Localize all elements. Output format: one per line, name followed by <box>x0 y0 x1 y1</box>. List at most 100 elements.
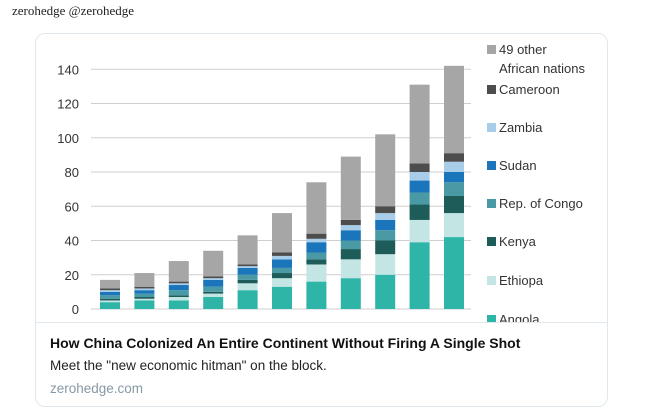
bar-segment-rep-of-congo <box>444 182 464 196</box>
bar-segment-cameroon <box>444 153 464 162</box>
legend-swatch <box>487 85 496 94</box>
bar-segment-rep-of-congo <box>375 230 396 241</box>
bar-segment-rep-of-congo <box>203 286 224 292</box>
bar-segment-angola <box>409 242 430 309</box>
stacked-bar-chart: 0 20 40 60 80 100 120 140 49 other African natio… <box>57 42 585 322</box>
legend-label: Cameroon <box>499 82 560 97</box>
bar-segment-ethiopa <box>340 259 361 279</box>
legend-swatch <box>487 315 496 322</box>
y-tick-label: 120 <box>57 97 79 112</box>
bar-segment-rep-of-congo <box>134 293 155 298</box>
bar-segment-angola <box>444 237 464 309</box>
bar-segment-rep-of-congo <box>168 290 189 296</box>
bar-segment-sudan <box>134 290 155 294</box>
bar-segment-cameroon <box>203 276 224 279</box>
bar-segment-49-other-african-nations <box>237 235 258 265</box>
bar-segment-cameroon <box>306 233 327 239</box>
bar-segment-rep-of-congo <box>409 192 430 205</box>
bar-segment-sudan <box>375 219 396 231</box>
bar-segment-kenya <box>203 291 224 294</box>
y-tick-label: 40 <box>65 234 79 249</box>
bar-segment-kenya <box>100 298 120 301</box>
bar-segment-sudan <box>340 230 361 241</box>
bar-segment-ethiopa <box>375 254 396 275</box>
bar-segment-cameroon <box>272 252 292 256</box>
bar-segment-kenya <box>168 295 189 298</box>
bar-segment-sudan <box>100 291 120 296</box>
bar-segment-rep-of-congo <box>100 295 120 299</box>
legend-label: Rep. of Congo <box>499 196 583 211</box>
card-title[interactable]: How China Colonized An Entire Continent … <box>50 335 521 351</box>
bar-segment-cameroon <box>100 288 120 291</box>
legend-label: Sudan <box>499 158 537 173</box>
bar-segment-49-other-african-nations <box>375 134 396 207</box>
legend-label: African nations <box>499 61 585 76</box>
bar-segment-angola <box>340 278 361 309</box>
bar-segment-rep-of-congo <box>237 274 258 280</box>
bar-segment-49-other-african-nations <box>168 261 189 282</box>
card-description: Meet the "new economic hitman" on the bl… <box>50 358 327 373</box>
y-tick-label: 100 <box>57 131 79 146</box>
bar-segment-ethiopa <box>444 213 464 238</box>
bar-segment-49-other-african-nations <box>444 65 464 154</box>
bar-segment-ethiopa <box>237 283 258 291</box>
bar-segment-angola <box>203 297 224 309</box>
card-domain[interactable]: zerohedge.com <box>50 381 144 396</box>
bar-segment-ethiopa <box>409 219 430 243</box>
bar-segment-49-other-african-nations <box>100 279 120 289</box>
bar-segment-zambia <box>375 213 396 220</box>
bar-segment-sudan <box>203 279 224 287</box>
y-tick-label: 0 <box>72 302 79 317</box>
bar-segment-sudan <box>237 267 258 275</box>
y-tick-label: 140 <box>57 62 79 77</box>
bar-segment-angola <box>375 274 396 309</box>
bar-segment-cameroon <box>134 286 155 289</box>
bar-segment-zambia <box>409 172 430 181</box>
card-text-block[interactable]: How China Colonized An Entire Continent … <box>36 322 607 406</box>
bar-segment-cameroon <box>375 206 396 214</box>
bar-segment-zambia <box>168 283 189 286</box>
bar-segment-sudan <box>168 285 189 291</box>
bar-segment-sudan <box>409 180 430 193</box>
bar-segment-49-other-african-nations <box>203 250 224 277</box>
bar-segment-sudan <box>272 259 292 268</box>
bar-segment-angola <box>237 290 258 309</box>
bar-segment-ethiopa <box>134 298 155 301</box>
bar-segment-angola <box>306 281 327 309</box>
bar-segment-cameroon <box>340 219 361 226</box>
bar-segment-49-other-african-nations <box>306 182 327 234</box>
bar-segment-angola <box>168 300 189 309</box>
bar-segment-kenya <box>444 195 464 214</box>
bar-segment-kenya <box>409 204 430 220</box>
bar-segment-rep-of-congo <box>340 240 361 250</box>
bar-segment-ethiopa <box>306 264 327 282</box>
bar-segment-rep-of-congo <box>306 252 327 260</box>
bar-segment-zambia <box>444 161 464 172</box>
bar-segment-cameroon <box>237 264 258 267</box>
bar-segment-angola <box>100 302 120 309</box>
bar-segment-kenya <box>237 279 258 284</box>
bar-segment-zambia <box>134 288 155 291</box>
bar-segment-kenya <box>134 297 155 299</box>
bar-segment-ethiopa <box>100 300 120 303</box>
y-tick-label: 20 <box>65 268 79 283</box>
bar-segment-zambia <box>237 266 258 268</box>
tweet-author-line[interactable]: zerohedge @zerohedge <box>12 3 135 18</box>
bar-segment-49-other-african-nations <box>134 273 155 287</box>
bar-segment-ethiopa <box>272 278 292 287</box>
bar-segment-kenya <box>375 240 396 255</box>
legend-label: Ethiopa <box>499 273 544 288</box>
card-image[interactable]: 0 20 40 60 80 100 120 140 49 other African natio… <box>36 34 607 322</box>
legend-swatch <box>487 276 496 285</box>
legend-label: Zambia <box>499 120 543 135</box>
bar-segment-sudan <box>444 172 464 183</box>
legend-swatch <box>487 199 496 208</box>
bar-segment-angola <box>134 300 155 309</box>
legend-swatch <box>487 45 496 54</box>
legend-swatch <box>487 237 496 246</box>
bar-segment-zambia <box>203 278 224 280</box>
legend-label: 49 other <box>499 42 547 57</box>
legend-label: Angola <box>499 312 540 322</box>
link-preview-card[interactable]: 0 20 40 60 80 100 120 140 49 other African natio… <box>35 33 608 407</box>
bar-segment-zambia <box>272 255 292 260</box>
